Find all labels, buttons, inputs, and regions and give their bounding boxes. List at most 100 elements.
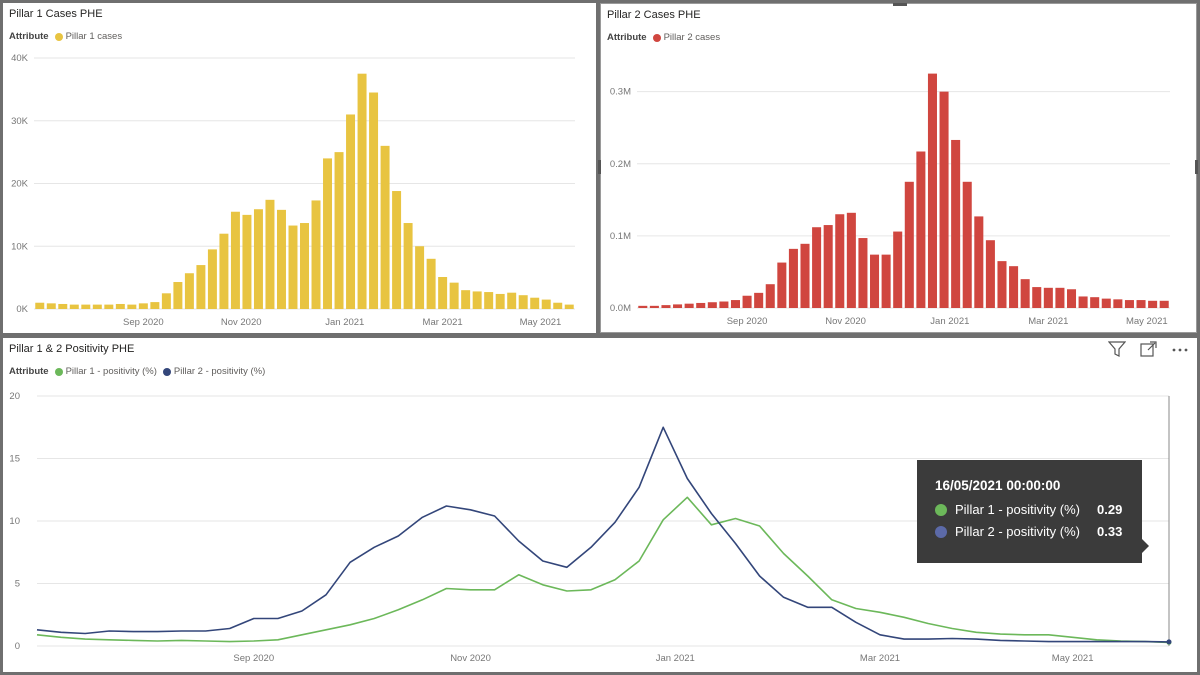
bar [564,304,574,309]
bar [484,292,494,309]
bar [1020,279,1030,308]
bar [161,293,171,309]
bar [507,292,517,309]
legend-title: Attribute [607,32,647,43]
expand-icon[interactable] [1140,341,1157,361]
legend-dot-icon [54,367,63,376]
bar [380,145,390,309]
bar [707,302,717,308]
pillar2-bar-chart[interactable]: 0.0M 0.1M 0.2M 0.3M Sep 2020 Nov 2020 Jan 2021… [601,4,1196,332]
legend-item-pillar2-positivity[interactable]: Pillar 2 - positivity (%) [162,366,265,377]
bar [684,303,694,308]
bar [893,231,903,308]
resize-handle[interactable] [598,160,601,174]
bar [104,304,114,309]
y-tick-label: 0.1M [610,231,631,242]
bar [788,248,798,308]
bar [530,297,540,309]
bar [754,292,764,308]
bar [230,211,240,309]
panel-title: Pillar 1 Cases PHE [9,8,103,20]
bar [461,290,471,309]
bar [765,284,775,308]
legend-label: Pillar 1 - positivity (%) [65,366,157,377]
legend-dot-icon [54,32,63,41]
tooltip-dot-icon [935,503,947,516]
bar [1090,297,1100,308]
bar [415,246,425,309]
bar [426,258,436,309]
more-options-icon[interactable] [1171,341,1189,361]
y-tick-label: 20K [11,179,29,190]
x-tick-label: Jan 2021 [656,653,695,664]
bar [334,152,344,309]
x-tick-label: Sep 2020 [727,316,768,327]
pillar1-bar-chart[interactable]: 0K 10K 20K 30K 40K Sep 2020 Nov 2020 Jan 2021 Ma… [3,3,596,333]
bar [974,216,984,308]
resize-handle[interactable] [893,3,907,6]
legend-item-pillar2-cases[interactable]: Pillar 2 cases [652,32,721,43]
bar [1124,300,1134,308]
panel-title: Pillar 2 Cases PHE [607,9,701,21]
bar [127,304,137,309]
x-tick-label: Nov 2020 [450,653,491,664]
bar [742,295,752,308]
bar [253,209,263,309]
y-tick-label: 15 [9,454,20,465]
y-tick-label: 0 [15,641,20,652]
bar [649,305,659,308]
bar [357,73,367,309]
bar [403,223,413,309]
tooltip-arrow [1142,539,1149,553]
bar [219,233,229,309]
bar [472,291,482,309]
bar [1009,266,1019,308]
bar [288,225,298,309]
bar [673,304,683,308]
x-tick-label: May 2021 [520,317,562,328]
resize-handle[interactable] [1195,160,1198,174]
y-tick-label: 30K [11,116,29,127]
bar [823,225,833,308]
tooltip-value: 0.29 [1097,502,1123,517]
bar [369,92,379,309]
legend-item-pillar1-cases[interactable]: Pillar 1 cases [54,31,122,42]
bar [1113,299,1123,308]
legend-title: Attribute [9,366,49,377]
bar [951,139,961,308]
bar [997,261,1007,308]
legend-title: Attribute [9,31,49,42]
bar [1043,287,1053,308]
bar [207,249,217,309]
bar [265,199,275,309]
x-tick-label: Sep 2020 [233,653,274,664]
pillar2-cases-panel[interactable]: Pillar 2 Cases PHE Attribute Pillar 2 ca… [600,3,1197,333]
tooltip-label: Pillar 1 - positivity (%) [955,502,1080,517]
bar [300,223,309,309]
bar [150,302,160,309]
legend-dot-icon [162,367,171,376]
tooltip-row: Pillar 2 - positivity (%) 0.33 [935,524,1142,539]
x-tick-label: Nov 2020 [825,316,866,327]
bar [323,158,333,309]
bar [92,304,102,309]
pillar1-cases-panel[interactable]: Pillar 1 Cases PHE Attribute Pillar 1 ca… [3,3,596,333]
bar [661,305,671,308]
series-line [36,496,1170,644]
bar [777,262,787,308]
y-tick-label: 10K [11,241,29,252]
x-tick-label: Jan 2021 [930,316,969,327]
legend-item-pillar1-positivity[interactable]: Pillar 1 - positivity (%) [54,366,157,377]
bar [1055,287,1065,308]
bar [541,299,551,309]
bar [173,282,183,309]
bar [939,91,949,309]
bar [696,302,706,308]
bar [184,273,194,309]
filter-icon[interactable] [1107,341,1127,361]
x-tick-label: Sep 2020 [123,317,164,328]
x-tick-label: Mar 2021 [423,317,463,328]
bar [438,276,448,309]
legend-label: Pillar 2 cases [663,32,721,43]
x-tick-label: Mar 2021 [860,653,900,664]
